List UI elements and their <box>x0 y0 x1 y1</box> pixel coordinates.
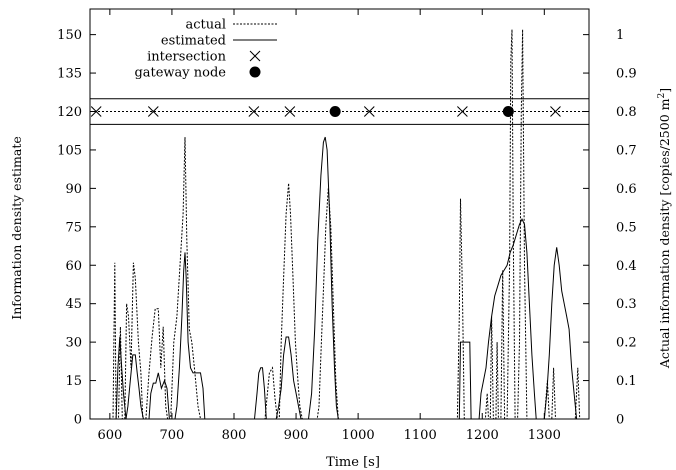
y-right-tick-label-7: 0.7 <box>616 143 637 158</box>
y-right-tick-label-4: 0.4 <box>616 259 637 274</box>
y-left-tick-label-0: 0 <box>74 413 82 428</box>
intersection-marker-6 <box>550 106 561 117</box>
x-tick-label-6: 1200 <box>466 428 499 443</box>
y-right-tick-label-2: 0.2 <box>616 336 637 351</box>
legend-label-2: intersection <box>147 50 227 65</box>
x-tick-label-4: 1000 <box>342 428 375 443</box>
y-left-tick-label-6: 90 <box>65 182 82 197</box>
markers-layer <box>90 106 561 117</box>
intersection-marker-2 <box>248 106 260 117</box>
y-right-tick-label-6: 0.6 <box>616 182 637 197</box>
series-estimated <box>115 136 578 420</box>
legend-swatch-3 <box>249 66 261 78</box>
y-left-tick-label-5: 75 <box>65 220 82 235</box>
gateway-marker-0 <box>329 106 341 117</box>
y-axis-left-title: Information density estimate <box>9 136 24 319</box>
y-right-tick-label-3: 0.3 <box>616 297 637 312</box>
series-layer <box>90 29 589 420</box>
intersection-marker-5 <box>457 106 468 117</box>
x-tick-label-0: 600 <box>97 428 122 443</box>
y-right-tick-label-9: 0.9 <box>616 67 637 82</box>
x-tick-label-7: 1300 <box>528 428 561 443</box>
y-right-tick-label-8: 0.8 <box>616 105 637 120</box>
legend-label-0: actual <box>185 18 226 33</box>
y-right-tick-label-1: 0.1 <box>616 374 637 389</box>
x-tick-label-1: 700 <box>160 428 185 443</box>
y-left-tick-label-9: 135 <box>57 67 82 82</box>
y-left-tick-label-7: 105 <box>57 143 82 158</box>
intersection-marker-3 <box>284 106 296 117</box>
x-axis-title: Time [s] <box>326 455 380 470</box>
intersection-marker-1 <box>147 106 159 117</box>
y-left-tick-label-3: 45 <box>65 297 82 312</box>
legend-label-1: estimated <box>161 34 226 49</box>
legend-label-3: gateway node <box>134 66 226 81</box>
legend-swatch-2 <box>249 50 261 62</box>
y-axis-right-title-sup: 2 <box>657 93 667 99</box>
y-right-tick-label-5: 0.5 <box>616 220 637 235</box>
x-tick-label-3: 900 <box>284 428 309 443</box>
intersection-marker-0 <box>90 106 102 117</box>
y-left-tick-label-10: 150 <box>57 28 82 43</box>
plot-frame <box>89 8 590 420</box>
x-tick-label-2: 800 <box>222 428 247 443</box>
intersection-marker-4 <box>363 106 375 117</box>
y-left-tick-label-8: 120 <box>57 105 82 120</box>
y-axis-right-title-main: Actual information density [copies/2500 … <box>657 98 672 369</box>
gateway-marker-1 <box>502 106 514 117</box>
y-right-tick-label-0: 0 <box>616 413 624 428</box>
y-left-tick-label-1: 15 <box>65 374 82 389</box>
y-left-tick-label-2: 30 <box>65 336 82 351</box>
y-axis-right-title: Actual information density [copies/2500 … <box>657 88 672 369</box>
x-tick-label-5: 1100 <box>404 428 437 443</box>
y-axis-right-title-end: ] <box>657 88 672 93</box>
y-left-tick-label-4: 60 <box>65 259 82 274</box>
y-right-tick-label-10: 1 <box>616 28 624 43</box>
series-actual <box>107 29 581 420</box>
axes-layer: 600 700 800 900 1000 1100 1200 1300015304560759… <box>57 8 637 443</box>
